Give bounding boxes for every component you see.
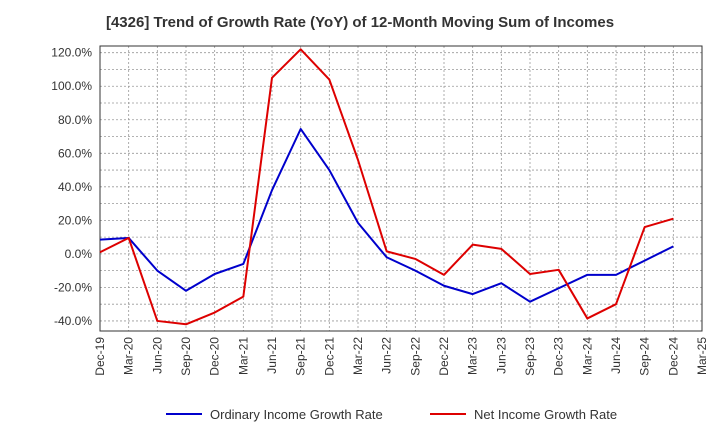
x-tick-label: Sep-21 bbox=[294, 337, 308, 376]
y-tick-label: 120.0% bbox=[51, 46, 92, 60]
y-tick-label: -40.0% bbox=[54, 314, 92, 328]
x-tick-label: Mar-22 bbox=[351, 337, 365, 375]
legend-label: Ordinary Income Growth Rate bbox=[210, 407, 383, 422]
y-tick-label: 40.0% bbox=[58, 180, 92, 194]
chart-title: [4326] Trend of Growth Rate (YoY) of 12-… bbox=[105, 14, 615, 31]
plot-frame bbox=[99, 45, 703, 332]
x-tick-label: Sep-20 bbox=[179, 337, 193, 376]
x-tick-label: Mar-21 bbox=[236, 337, 250, 375]
x-tick-label: Jun-24 bbox=[609, 337, 623, 374]
x-tick-label: Dec-24 bbox=[666, 337, 680, 376]
x-tick-label: Sep-24 bbox=[638, 337, 652, 376]
x-tick-label: Dec-21 bbox=[322, 337, 336, 376]
x-tick-label: Sep-22 bbox=[408, 337, 422, 376]
x-tick-label: Dec-22 bbox=[437, 337, 451, 376]
x-tick-label: Dec-20 bbox=[208, 337, 222, 376]
y-tick-label: -20.0% bbox=[54, 280, 92, 294]
series-line-ordinary-income bbox=[99, 127, 674, 303]
x-tick-label: Jun-23 bbox=[494, 337, 508, 374]
series-line-net-income bbox=[99, 48, 674, 326]
x-tick-label: Sep-23 bbox=[523, 337, 537, 376]
y-tick-label: 0.0% bbox=[65, 247, 93, 261]
x-tick-label: Dec-19 bbox=[93, 337, 107, 376]
legend-label: Net Income Growth Rate bbox=[474, 407, 617, 422]
x-tick-label: Mar-25 bbox=[695, 337, 709, 375]
x-tick-label: Jun-20 bbox=[150, 337, 164, 374]
y-tick-label: 20.0% bbox=[58, 213, 92, 227]
x-tick-label: Mar-23 bbox=[466, 337, 480, 375]
y-tick-label: 80.0% bbox=[58, 113, 92, 127]
x-tick-label: Jun-21 bbox=[265, 337, 279, 374]
x-tick-label: Mar-24 bbox=[580, 337, 594, 375]
y-tick-label: 100.0% bbox=[51, 79, 92, 93]
x-tick-label: Jun-22 bbox=[380, 337, 394, 374]
x-tick-label: Mar-20 bbox=[122, 337, 136, 375]
y-tick-label: 60.0% bbox=[58, 146, 92, 160]
x-tick-label: Dec-23 bbox=[552, 337, 566, 376]
